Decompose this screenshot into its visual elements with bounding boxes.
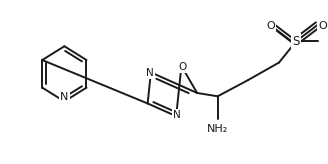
- Text: NH₂: NH₂: [207, 124, 228, 134]
- Text: O: O: [178, 62, 187, 72]
- Text: N: N: [60, 92, 69, 102]
- Text: N: N: [173, 110, 181, 120]
- Text: O: O: [266, 21, 275, 31]
- Text: N: N: [146, 68, 154, 78]
- Text: S: S: [293, 35, 300, 48]
- Text: O: O: [318, 21, 327, 31]
